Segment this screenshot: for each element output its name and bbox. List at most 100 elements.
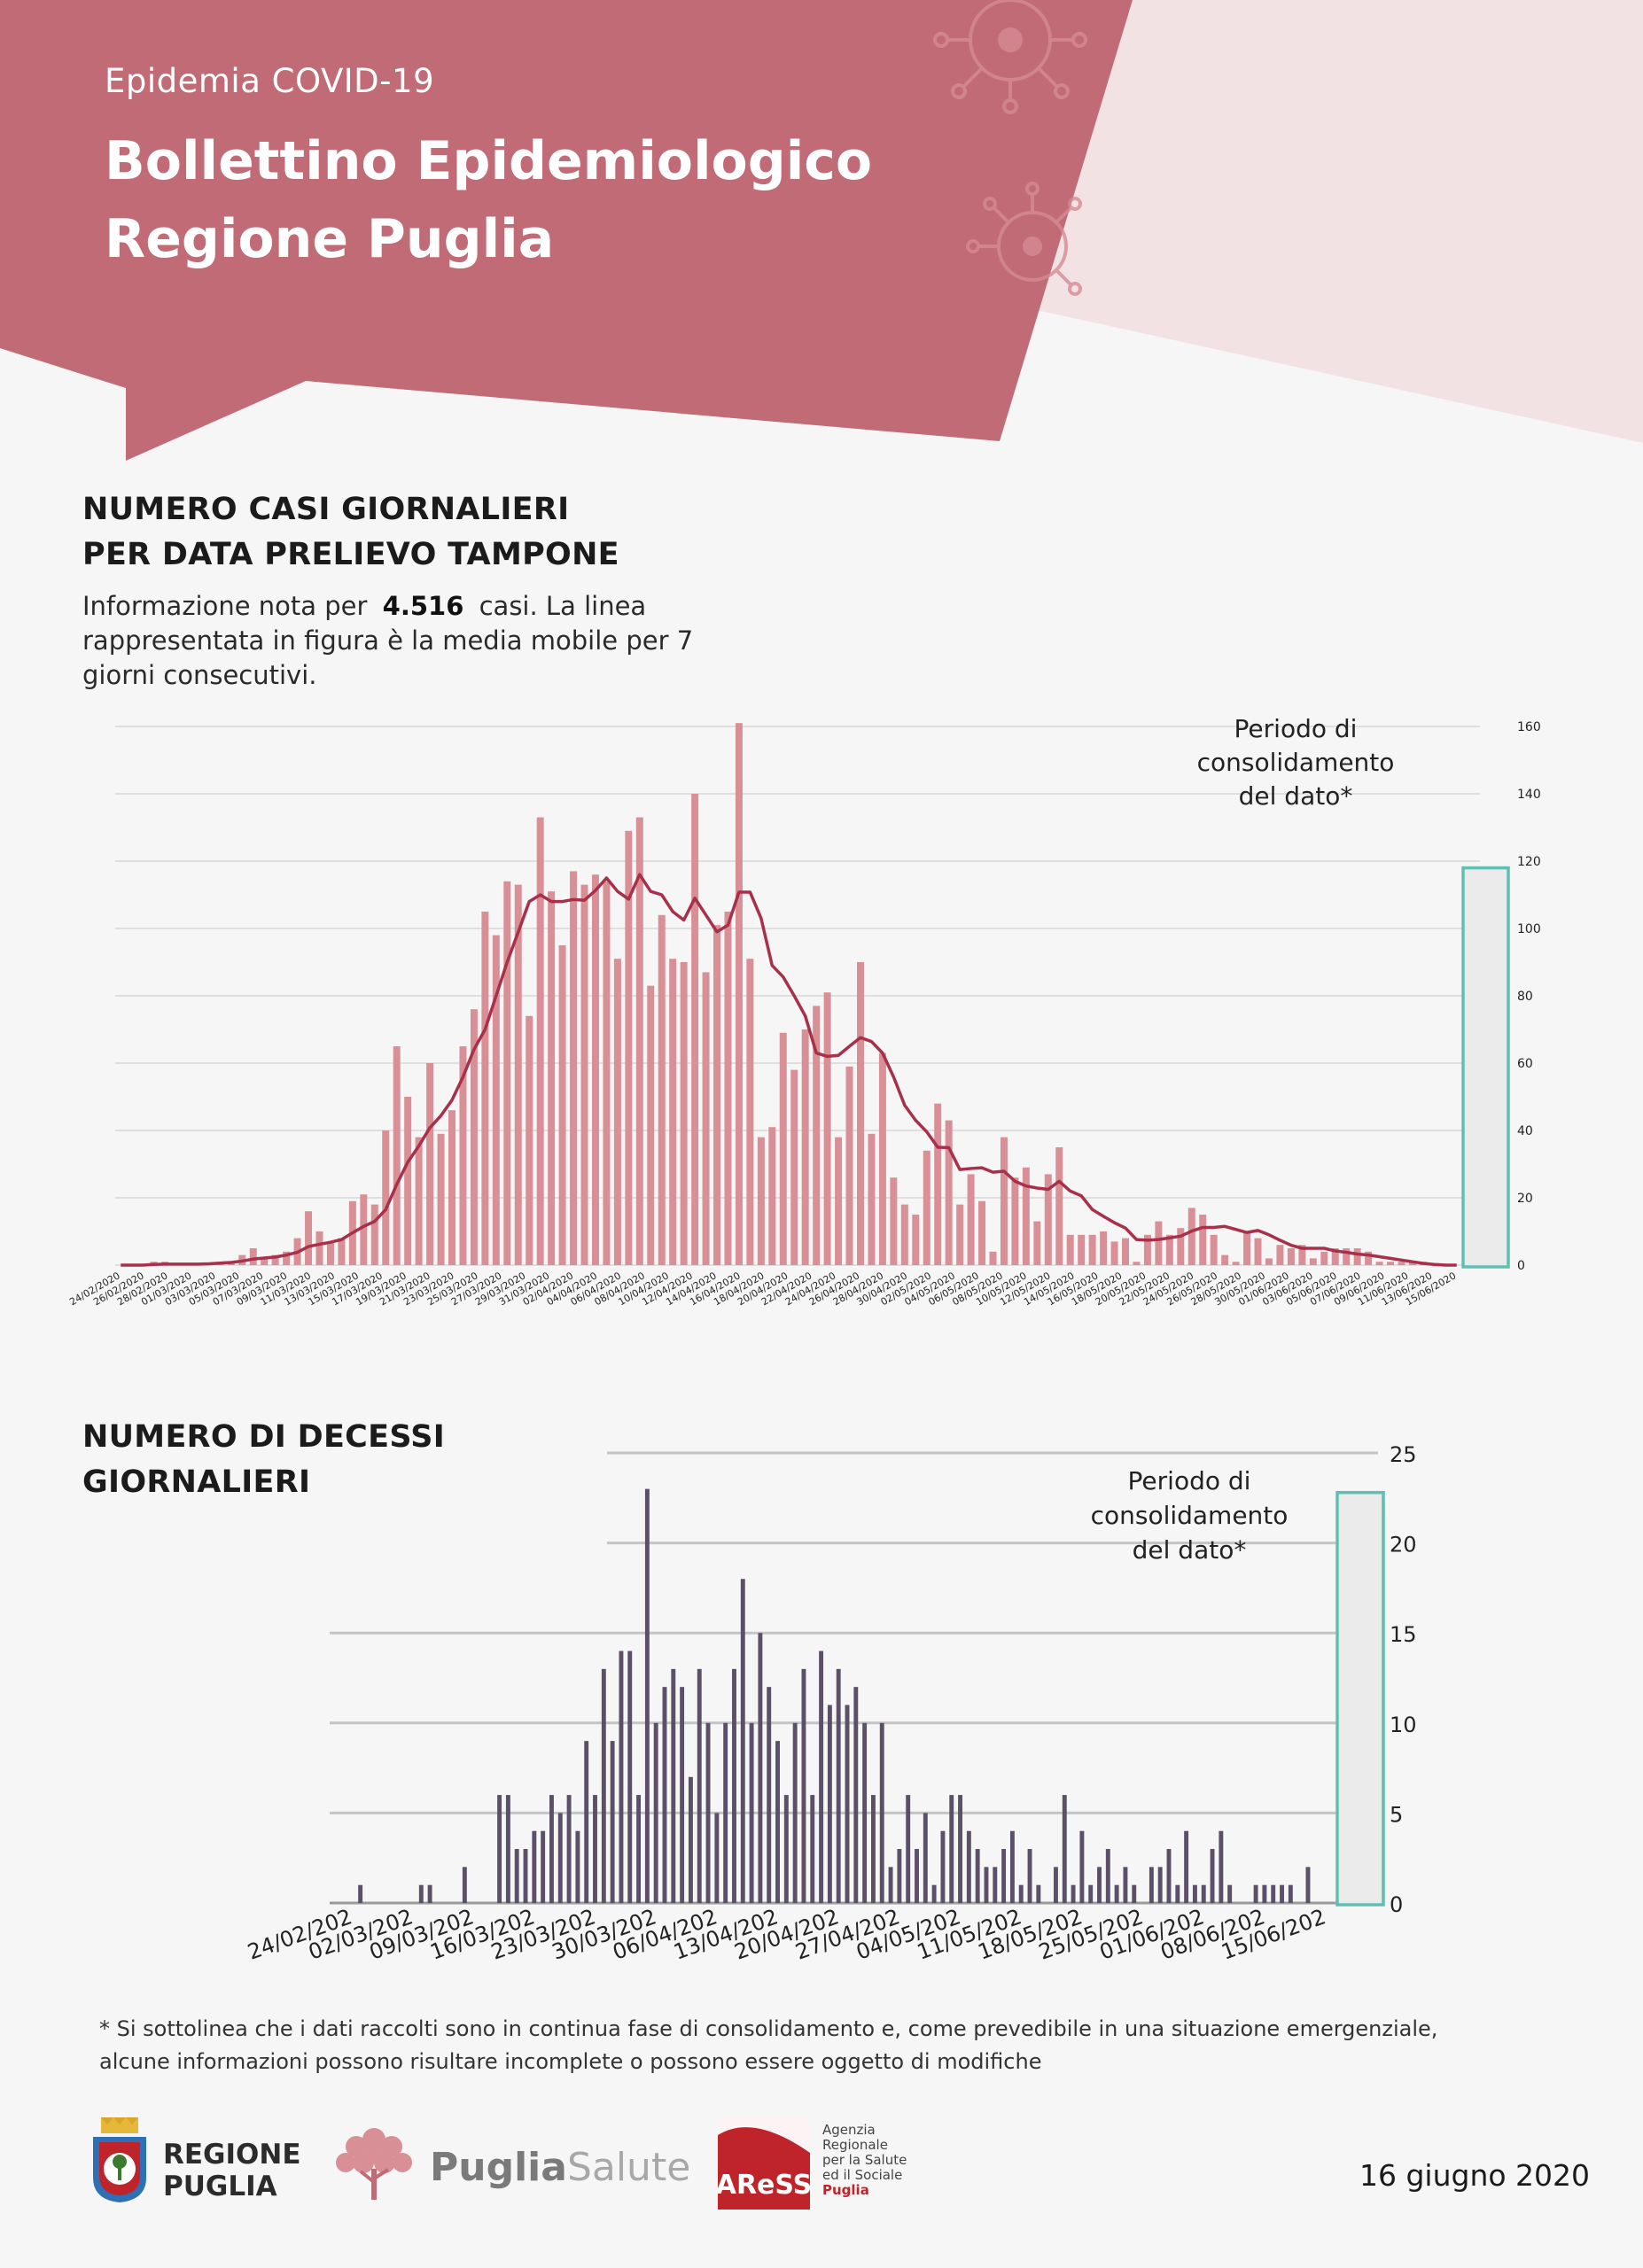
- bar: [370, 1204, 378, 1265]
- bar: [627, 1651, 633, 1903]
- bar: [1027, 1849, 1032, 1903]
- bar: [845, 1066, 853, 1265]
- y-tick-label: 15: [1390, 1622, 1417, 1647]
- bar: [897, 1849, 902, 1903]
- bar: [1192, 1884, 1197, 1903]
- bar: [862, 1722, 868, 1903]
- bar: [1097, 1867, 1102, 1903]
- bar: [358, 1884, 363, 1903]
- bar: [1175, 1884, 1180, 1903]
- bar: [584, 1741, 589, 1903]
- bar: [758, 1633, 763, 1903]
- bar: [1210, 1849, 1215, 1903]
- bar: [580, 884, 588, 1265]
- aress-line5: Puglia: [822, 2182, 869, 2198]
- bar: [975, 1849, 980, 1903]
- y-tick-label: 60: [1517, 1057, 1533, 1071]
- bar: [1353, 1248, 1361, 1265]
- bar: [714, 1813, 720, 1903]
- cases-title-line2: PER DATA PRELIEVO TAMPONE: [82, 537, 619, 572]
- bar: [934, 1103, 942, 1265]
- deaths-chart: 051015202524/02/20202/03/20209/03/20216/…: [245, 1442, 1417, 1965]
- bar: [575, 1830, 580, 1903]
- bar: [984, 1867, 989, 1903]
- bar: [557, 1813, 563, 1903]
- bar: [845, 1705, 850, 1903]
- bar: [338, 1238, 346, 1265]
- bar: [1271, 1884, 1276, 1903]
- bar: [1365, 1251, 1373, 1265]
- bar: [870, 1795, 876, 1903]
- bar: [856, 962, 864, 1265]
- regione-puglia-logo-text: REGIONE PUGLIA: [163, 2139, 301, 2202]
- bar: [283, 1251, 291, 1265]
- bar: [1398, 1262, 1406, 1265]
- bar: [691, 794, 699, 1265]
- bar: [1123, 1867, 1128, 1903]
- bar: [249, 1248, 257, 1265]
- regione-line2: PUGLIA: [163, 2171, 277, 2202]
- bar: [835, 1137, 843, 1265]
- header-banner: [0, 0, 1643, 461]
- bar: [558, 945, 566, 1265]
- bar: [900, 1204, 908, 1265]
- bar: [497, 1795, 502, 1903]
- bar: [749, 1722, 754, 1903]
- bar: [523, 1849, 528, 1903]
- cases-section-title: NUMERO CASI GIORNALIERI PER DATA PRELIEV…: [82, 487, 619, 578]
- bar: [1227, 1884, 1233, 1903]
- consolidation-label-line1: Periodo di: [1234, 714, 1358, 743]
- bar: [1166, 1849, 1172, 1903]
- bar: [1036, 1884, 1041, 1903]
- bar: [532, 1830, 537, 1903]
- bar: [1018, 1884, 1024, 1903]
- bar: [779, 1032, 787, 1265]
- bar: [792, 1722, 798, 1903]
- aress-logo-text: Agenzia Regionale per la Salute ed il So…: [822, 2123, 907, 2198]
- bar: [1219, 1830, 1224, 1903]
- y-tick-label: 140: [1517, 788, 1541, 802]
- bar: [768, 1127, 776, 1265]
- bar: [958, 1795, 962, 1903]
- bar: [697, 1668, 702, 1903]
- y-tick-label: 100: [1517, 922, 1541, 936]
- cases-description: Informazione nota per 4.516 casi. La lin…: [82, 589, 703, 693]
- cases-title-line1: NUMERO CASI GIORNALIERI: [82, 492, 570, 527]
- bar: [810, 1795, 815, 1903]
- aress-mark-text: AReSS: [718, 2170, 810, 2201]
- y-tick-label: 80: [1517, 990, 1533, 1004]
- bar: [619, 1651, 624, 1903]
- bar: [326, 1241, 334, 1265]
- bar: [549, 1795, 554, 1903]
- bar: [746, 959, 754, 1265]
- main-title-line1: Bollettino Epidemiologico: [105, 130, 873, 192]
- bar: [915, 1849, 919, 1903]
- bar: [653, 1722, 658, 1903]
- bar: [1100, 1231, 1108, 1265]
- bar: [1114, 1884, 1119, 1903]
- consolidation-label-line1: Periodo di: [1128, 1466, 1251, 1495]
- bar: [448, 1110, 456, 1265]
- bar: [775, 1741, 780, 1903]
- bar: [635, 817, 643, 1265]
- aress-line2: Regionale: [822, 2137, 888, 2153]
- bar: [1009, 1830, 1015, 1903]
- bar: [853, 1687, 859, 1903]
- puglia-salute-logo-text: PugliaSalute: [430, 2145, 690, 2190]
- bar: [1011, 1177, 1019, 1265]
- bar: [1254, 1238, 1262, 1265]
- bar: [271, 1254, 279, 1265]
- desc-pre: Informazione nota per: [82, 591, 368, 621]
- bar: [426, 1063, 434, 1265]
- bar: [1387, 1262, 1395, 1265]
- bar: [1298, 1245, 1306, 1265]
- bar: [868, 1133, 876, 1265]
- bar: [459, 1046, 467, 1265]
- footnote: * Si sottolinea che i dati raccolti sono…: [99, 2013, 1561, 2078]
- bar: [1132, 1884, 1137, 1903]
- bar: [1105, 1849, 1110, 1903]
- bar: [481, 912, 489, 1265]
- bar: [945, 1120, 953, 1265]
- virus-icon: [933, 0, 1087, 114]
- bar: [923, 1150, 931, 1265]
